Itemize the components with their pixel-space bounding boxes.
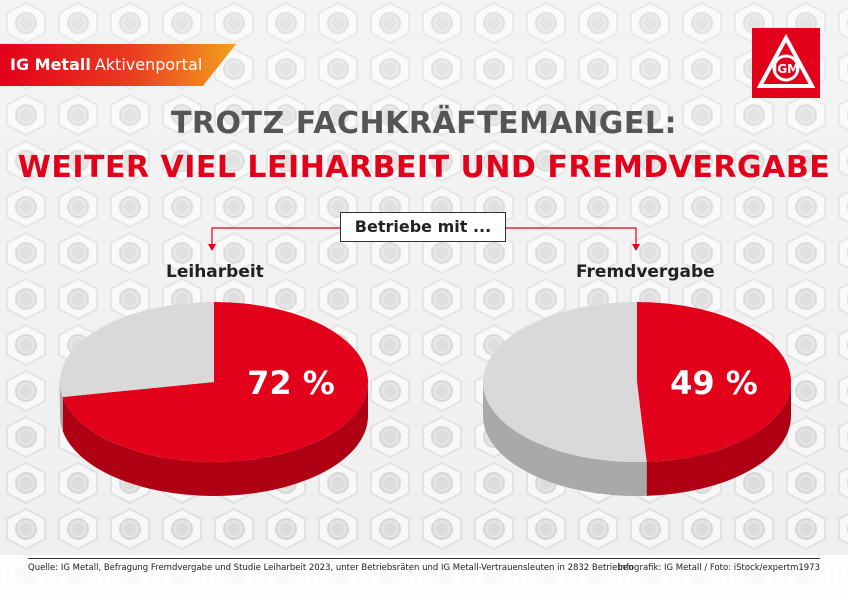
pie-slice-0 bbox=[637, 302, 792, 462]
pie-slice-1 bbox=[483, 302, 647, 462]
pie-side-slice-0 bbox=[646, 382, 791, 496]
pie-data-label: 72 % bbox=[247, 364, 335, 402]
chart-title-fremdvergabe: Fremdvergabe bbox=[576, 262, 715, 282]
headline-line-2: WEITER VIEL LEIHARBEIT UND FREMDVERGABE bbox=[17, 150, 831, 185]
betriebe-mit-box: Betriebe mit ... bbox=[340, 212, 506, 242]
chart-title-leiharbeit: Leiharbeit bbox=[166, 262, 264, 282]
connector-arrow-right bbox=[506, 227, 637, 246]
pie-side-slice-1 bbox=[482, 382, 647, 496]
arrowhead-right bbox=[632, 244, 640, 251]
pie-slice-0 bbox=[62, 302, 368, 462]
banner-brand: IG Metall bbox=[10, 55, 91, 74]
banner-portal: Aktivenportal bbox=[94, 55, 203, 74]
image-credit: Infografik: IG Metall / Foto: iStock/exp… bbox=[617, 563, 820, 573]
connector-arrow-left bbox=[211, 227, 340, 246]
pie-data-label: 49 % bbox=[670, 364, 758, 402]
source-note: Quelle: IG Metall, Befragung Fremdvergab… bbox=[28, 563, 634, 573]
arrowhead-left bbox=[208, 244, 216, 251]
pie-side-slice-0 bbox=[62, 382, 369, 496]
pie-chart-leiharbeit: 72 % bbox=[59, 302, 369, 496]
headline-line-1: TROTZ FACHKRÄFTEMANGEL: bbox=[170, 106, 678, 141]
footer-divider bbox=[28, 558, 820, 559]
pie-slice-1 bbox=[59, 302, 214, 397]
pie-chart-fremdvergabe: 49 % bbox=[482, 302, 792, 496]
ig-metall-logo-icon: IGM bbox=[752, 28, 820, 98]
portal-banner: IG Metall Aktivenportal bbox=[0, 44, 236, 86]
logo-text: IGM bbox=[773, 62, 799, 76]
pie-side-slice-1 bbox=[60, 382, 63, 431]
